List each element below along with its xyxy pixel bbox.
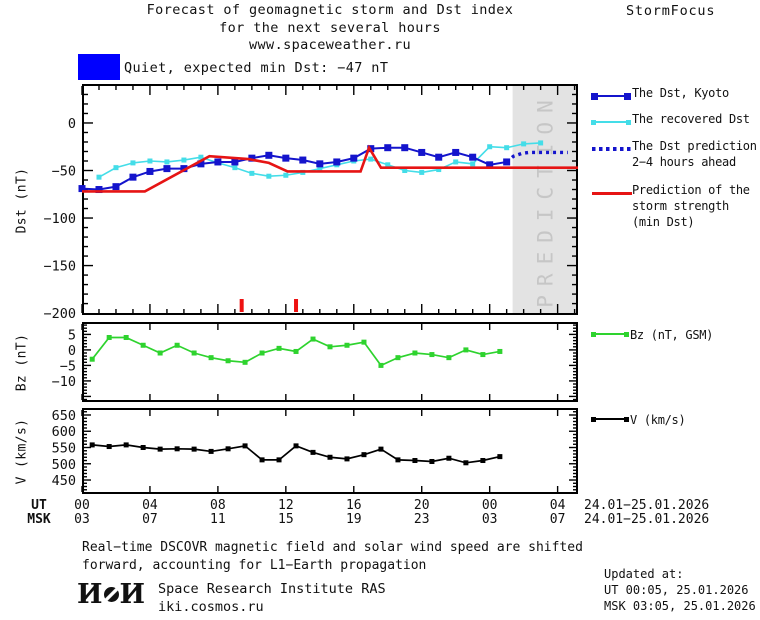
institute-name: Space Research Institute RAS <box>158 581 386 597</box>
svg-text:500: 500 <box>52 457 76 473</box>
legend-prediction-line2: 2−4 hours ahead <box>632 155 736 169</box>
storm-status-label: Quiet, expected min Dst: −47 nT <box>124 60 389 76</box>
svg-text:−10: −10 <box>52 374 76 390</box>
legend-recovered-label: The recovered Dst <box>632 112 750 126</box>
msk-row: MSK 03 07 11 15 19 23 03 07 24.01−25.01.2026 <box>0 512 760 527</box>
svg-text:−200: −200 <box>43 306 76 322</box>
updated-ut: UT 00:05, 25.01.2026 <box>604 583 749 597</box>
ut-tick-label: 12 <box>278 498 294 513</box>
iki-logo-left: И <box>77 579 103 610</box>
legend-storm-line2: storm strength <box>632 199 729 213</box>
svg-text:−50: −50 <box>52 164 76 180</box>
svg-text:−100: −100 <box>43 211 76 227</box>
legend-prediction-sample <box>592 147 632 151</box>
msk-tick-label: 03 <box>74 512 90 527</box>
msk-tick-label: 03 <box>481 512 498 527</box>
ut-tick-label: 00 <box>481 498 498 513</box>
brand-stormfocus: StormFocus <box>626 3 716 19</box>
msk-tick-label: 07 <box>549 512 566 527</box>
legend-bz-sample <box>591 331 629 337</box>
svg-text:5: 5 <box>68 327 76 343</box>
legend-prediction-label: The Dst prediction 2−4 hours ahead <box>632 138 757 170</box>
footnote: Real−time DSCOVR magnetic field and sola… <box>82 539 583 574</box>
msk-tick-label: 19 <box>345 512 362 527</box>
ut-tick-label: 04 <box>142 498 158 513</box>
ut-row-header: UT <box>31 498 47 513</box>
svg-text:0: 0 <box>68 116 76 132</box>
page-title: Forecast of geomagnetic storm and Dst in… <box>70 2 590 55</box>
legend-recovered-sample <box>591 119 631 125</box>
svg-text:−5: −5 <box>60 358 76 374</box>
svg-text:0: 0 <box>68 343 76 359</box>
iki-logo-emblem-icon <box>103 586 119 602</box>
title-line-2: for the next several hours <box>219 19 441 36</box>
footnote-line2: forward, accounting for L1−Earth propaga… <box>82 557 427 573</box>
updated-label: Updated at: <box>604 567 684 581</box>
title-line-1: Forecast of geomagnetic storm and Dst in… <box>146 2 514 18</box>
institute-site: iki.cosmos.ru <box>158 599 264 615</box>
legend-storm-line3: (min Dst) <box>632 215 695 229</box>
updated-block: Updated at: UT 00:05, 25.01.2026 MSK 03:… <box>604 566 756 614</box>
legend-kyoto-label: The Dst, Kyoto <box>632 86 729 100</box>
legend-kyoto-sample <box>591 92 631 100</box>
ut-tick-label: 04 <box>549 498 566 513</box>
msk-tick-label: 11 <box>210 512 226 527</box>
updated-msk: MSK 03:05, 25.01.2026 <box>604 599 756 613</box>
msk-date-range: 24.01−25.01.2026 <box>584 512 710 527</box>
dst-chart: PREDICTION 0 −50 −100 −150 −200 <box>43 84 578 322</box>
svg-text:−150: −150 <box>43 259 76 275</box>
ut-date-range: 24.01−25.01.2026 <box>584 498 710 513</box>
dst-axis-title: Dst (nT) <box>14 167 30 234</box>
legend-storm-label: Prediction of the storm strength (min Ds… <box>632 182 750 230</box>
msk-tick-label: 15 <box>278 512 294 527</box>
svg-text:450: 450 <box>52 473 76 489</box>
legend-v-label: V (km/s) <box>630 413 686 427</box>
legend-bz-label: Bz (nT, GSM) <box>630 328 714 342</box>
msk-tick-label: 07 <box>142 512 158 527</box>
ut-tick-label: 20 <box>413 498 430 513</box>
legend-storm-sample <box>592 192 632 195</box>
storm-level-swatch <box>78 54 120 80</box>
legend-prediction-line1: The Dst prediction <box>632 139 757 153</box>
svg-text:PREDICTION: PREDICTION <box>533 91 557 307</box>
ut-tick-label: 08 <box>210 498 226 513</box>
svg-text:550: 550 <box>52 441 76 457</box>
legend-storm-line1: Prediction of the <box>632 183 750 197</box>
ut-row: UT 00 04 08 12 16 20 00 04 24.01−25.01.2026 <box>0 498 760 513</box>
bz-chart: 50−5−10 <box>52 322 578 402</box>
svg-text:650: 650 <box>52 408 76 424</box>
footnote-line1: Real−time DSCOVR magnetic field and sola… <box>82 540 583 555</box>
iki-logo-right: И <box>119 579 146 610</box>
svg-text:600: 600 <box>52 424 76 440</box>
legend-v-sample <box>591 416 629 422</box>
msk-tick-label: 23 <box>413 512 430 527</box>
site-link: www.spaceweather.ru <box>248 37 412 53</box>
ut-tick-label: 16 <box>345 498 362 513</box>
ut-tick-label: 00 <box>74 498 90 513</box>
msk-row-header: MSK <box>27 512 51 527</box>
